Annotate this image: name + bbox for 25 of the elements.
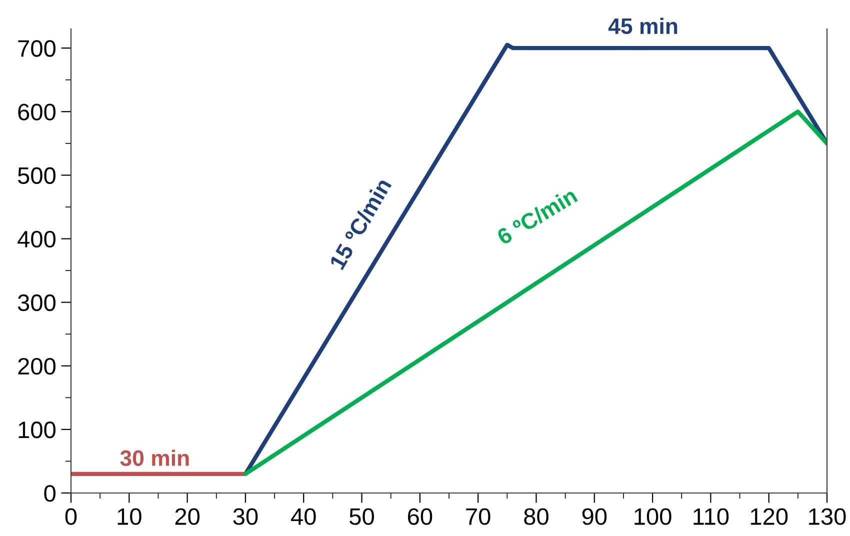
- annotation: 30 min: [120, 450, 189, 466]
- x-tick-label: 40: [291, 508, 316, 525]
- x-tick-label: 20: [175, 508, 200, 525]
- annotation: 45 min: [608, 18, 678, 34]
- y-tick-label: 0: [44, 485, 56, 502]
- x-tick-label: 10: [118, 508, 142, 525]
- x-tick-label: 110: [694, 508, 729, 525]
- x-tick-label: 0: [65, 508, 77, 525]
- annotation: 6 ºC/min: [496, 186, 578, 246]
- x-tick-label: 120: [750, 508, 788, 525]
- x-tick-label: 80: [524, 508, 548, 525]
- y-tick-label: 400: [18, 230, 56, 248]
- y-tick-label: 300: [18, 294, 56, 312]
- y-tick-label: 200: [18, 358, 56, 375]
- x-tick-label: 100: [634, 508, 672, 525]
- x-tick-label: 60: [408, 508, 432, 525]
- x-tick-label: 30: [233, 508, 258, 525]
- y-tick-label: 100: [18, 422, 56, 438]
- y-tick-label: 500: [18, 167, 56, 184]
- x-tick-label: 130: [809, 508, 846, 525]
- x-tick-label: 70: [466, 508, 490, 525]
- x-tick-label: 50: [350, 508, 374, 525]
- y-tick-label: 700: [18, 40, 56, 57]
- x-tick-label: 90: [582, 508, 607, 525]
- y-tick-label: 600: [18, 104, 56, 120]
